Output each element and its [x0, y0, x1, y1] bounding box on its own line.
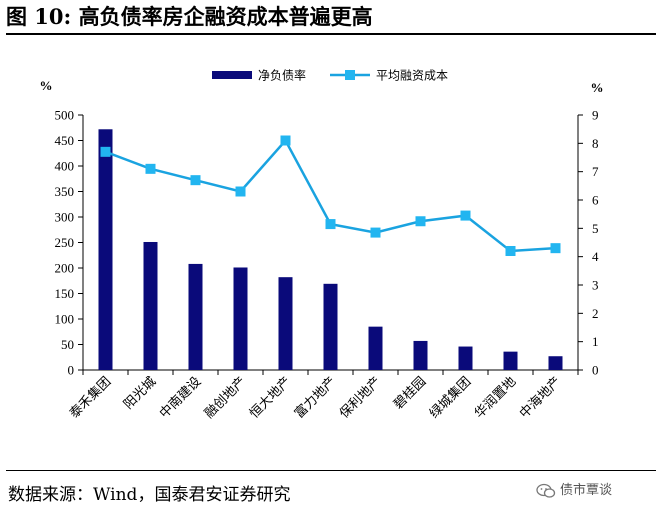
left-axis-unit: %: [40, 78, 53, 93]
title-divider: [6, 33, 656, 35]
legend-line-marker: [345, 70, 355, 80]
left-tick-label: 0: [68, 363, 75, 378]
legend-bar-label: 净负债率: [258, 68, 306, 83]
right-tick-label: 1: [592, 334, 599, 349]
right-tick-label: 7: [592, 164, 599, 179]
right-tick-label: 8: [592, 136, 599, 151]
bar-net-debt-ratio: [503, 351, 518, 370]
right-tick-label: 6: [592, 193, 599, 208]
line-point-marker: [235, 186, 246, 197]
line-point-marker: [460, 210, 471, 221]
legend-line-label: 平均融资成本: [376, 69, 448, 83]
right-tick-label: 5: [592, 221, 599, 236]
category-label: 绿城集团: [426, 374, 474, 422]
source-divider: [6, 470, 656, 471]
left-tick-label: 100: [55, 312, 75, 327]
watermark: 债市覃谈: [536, 480, 612, 502]
left-tick-label: 300: [55, 210, 75, 225]
right-tick-label: 0: [592, 363, 599, 378]
bar-net-debt-ratio: [548, 356, 563, 370]
bar-net-debt-ratio: [413, 340, 428, 370]
line-point-marker: [370, 227, 381, 238]
left-tick-label: 200: [55, 261, 75, 276]
right-tick-label: 2: [592, 306, 599, 321]
line-point-marker: [100, 146, 111, 157]
category-label: 富力地产: [291, 374, 339, 422]
bar-net-debt-ratio: [188, 263, 203, 370]
category-label: 碧桂园: [391, 374, 429, 412]
bar-net-debt-ratio: [233, 267, 248, 370]
legend-bar-swatch: [212, 71, 252, 79]
line-point-marker: [550, 243, 561, 254]
category-label: 保利地产: [337, 374, 384, 421]
left-tick-label: 350: [55, 184, 75, 199]
right-tick-label: 9: [592, 108, 599, 123]
line-point-marker: [505, 246, 516, 256]
left-tick-label: 50: [61, 337, 74, 352]
right-axis-unit: %: [591, 80, 604, 95]
line-point-marker: [415, 216, 426, 227]
left-tick-label: 450: [55, 133, 75, 148]
category-label: 中海地产: [517, 374, 564, 421]
wechat-icon: [536, 483, 556, 498]
line-point-marker: [190, 175, 201, 186]
category-label: 泰禾集团: [66, 374, 114, 422]
category-label: 阳光城: [121, 374, 159, 412]
line-point-marker: [280, 135, 291, 146]
watermark-text: 债市覃谈: [560, 483, 613, 498]
figure-title: 图 10: 高负债率房企融资成本普遍更高: [6, 4, 373, 29]
bar-net-debt-ratio: [323, 283, 338, 370]
left-tick-label: 150: [55, 286, 75, 301]
data-source-note: 数据来源：Wind，国泰君安证券研究: [8, 485, 291, 505]
bar-net-debt-ratio: [98, 129, 113, 370]
left-tick-label: 250: [55, 235, 75, 250]
category-label: 华润置地: [472, 374, 519, 421]
right-tick-label: 3: [592, 278, 599, 293]
left-tick-label: 400: [55, 159, 75, 174]
plot-area: 0 50 100 150 200 250 300 350 400 450 500 0 1 2 3 4 5 6 7 8 9…: [40, 68, 604, 422]
category-label: 恒大地产: [247, 374, 294, 421]
left-tick-label: 500: [55, 108, 75, 123]
category-label: 中南建设: [156, 374, 204, 422]
bar-net-debt-ratio: [368, 326, 383, 370]
line-point-marker: [325, 219, 336, 230]
category-label: 融创地产: [202, 374, 249, 421]
line-avg-financing-cost: [105, 138, 556, 253]
line-point-marker: [145, 163, 156, 174]
dual-axis-chart: 0 50 100 150 200 250 300 350 400 450 500 0 1 2 3 4 5 6 7 8 9…: [40, 68, 604, 422]
bar-net-debt-ratio: [143, 241, 158, 370]
bar-net-debt-ratio: [278, 277, 293, 370]
bar-net-debt-ratio: [458, 346, 473, 370]
right-tick-label: 4: [592, 249, 599, 264]
